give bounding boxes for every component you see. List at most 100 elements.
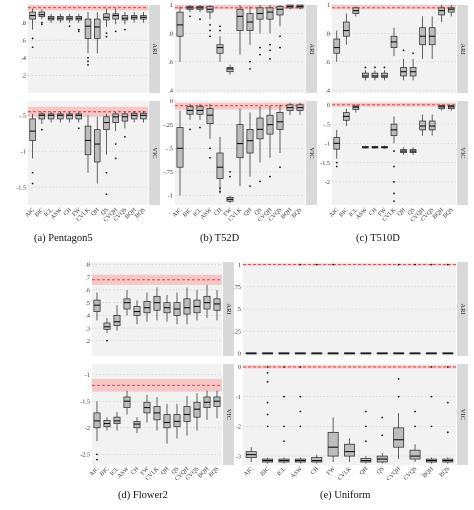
y-tick-label: -1.5 [320, 160, 330, 167]
caption-t52d: (b) T52D [200, 233, 239, 244]
box-body [57, 114, 63, 119]
box-body [134, 306, 140, 315]
facet-strip-label: VIC [459, 147, 466, 158]
x-tick-label: ASW [117, 466, 131, 480]
outlier-point [414, 425, 416, 427]
outlier-point [259, 180, 261, 182]
y-tick-label: -2 [325, 179, 330, 186]
y-tick-label: -1.5 [80, 398, 90, 405]
facet-strip-label: VIC [308, 147, 315, 158]
box-body [39, 114, 45, 119]
chart-t510d: .4.6.81ARI-2-1.5-1-.50VICAICBICICLASW CHF… [320, 2, 468, 223]
outlier-point [447, 264, 449, 266]
box-body [141, 113, 147, 119]
outlier-point [69, 25, 71, 27]
box-body [113, 14, 119, 19]
outlier-point [124, 136, 126, 138]
box-cvlk [344, 353, 354, 354]
x-tick-label: QH [397, 207, 408, 218]
x-tick-label: BQS [291, 207, 303, 219]
outlier-point [269, 50, 271, 52]
outlier-point [41, 23, 43, 25]
x-tick-label: BIC [99, 466, 110, 477]
outlier-point [41, 22, 43, 24]
outlier-point [283, 440, 285, 442]
box-aic [246, 353, 256, 354]
facet-strip-label: ARI [308, 43, 315, 54]
facet-strip-label: ARI [225, 303, 232, 314]
outlier-point [393, 200, 395, 202]
x-tick-label: BQS [442, 207, 454, 219]
facet-vic: -2.5-2-1.5-1VIC [80, 364, 234, 465]
y-tick-label: .25 [233, 328, 241, 335]
y-tick-label: -.5 [323, 121, 330, 128]
outlier-point [209, 35, 211, 37]
outlier-point [384, 67, 386, 69]
outlier-point [447, 402, 449, 404]
outlier-point [267, 414, 269, 416]
box-body [154, 296, 160, 310]
y-tick-label: .4 [21, 55, 26, 62]
box-body [164, 415, 170, 428]
facet-vic: -1.5-1-.5VIC [16, 101, 160, 205]
box-body [277, 6, 283, 15]
y-tick-label: -.5 [166, 145, 173, 152]
box-body [94, 300, 100, 311]
outlier-point [96, 453, 98, 455]
box-body [410, 450, 420, 459]
y-tick-label: 1 [327, 2, 330, 9]
box-body [214, 299, 220, 310]
outlier-point [32, 46, 34, 48]
outlier-point [414, 411, 416, 413]
facet-ari: .2.4.6.8ARI [21, 5, 160, 93]
outlier-point [299, 425, 301, 427]
outlier-point [259, 54, 261, 56]
outlier-point [267, 381, 269, 383]
outlier-point [249, 61, 251, 63]
x-tick-label: ASW [50, 207, 64, 221]
box-body [104, 323, 110, 329]
outlier-point [365, 411, 367, 413]
y-tick-label: .5 [236, 306, 241, 313]
box-body [227, 67, 233, 71]
outlier-point [106, 172, 108, 174]
y-tick-label: .7 [85, 274, 90, 281]
facet-ari: 0.25.5.751ARI [233, 262, 468, 358]
x-tick-label: FW [326, 466, 337, 477]
outlier-point [283, 396, 285, 398]
outlier-point [189, 128, 191, 130]
box-body [343, 22, 349, 36]
y-tick-label: -1 [236, 394, 241, 401]
outlier-point [299, 411, 301, 413]
x-tick-label: CVLK [337, 466, 353, 482]
y-tick-label: .4 [168, 87, 173, 94]
x-tick-label: CH [213, 207, 224, 218]
box-body [334, 39, 340, 53]
outlier-point [219, 191, 221, 193]
y-tick-label: .6 [85, 287, 90, 294]
outlier-point [393, 150, 395, 152]
outlier-point [209, 157, 211, 159]
y-tick-label: .4 [85, 313, 90, 320]
box-body [174, 415, 180, 427]
chart-pentagon5: .2.4.6.8ARI-1.5-1-.5VICAICBICICLASW CHFWC… [16, 5, 160, 223]
box-asw [362, 146, 368, 149]
x-tick-label: CH [310, 466, 321, 477]
outlier-point [365, 425, 367, 427]
outlier-point [267, 366, 269, 368]
y-tick-label: .6 [325, 59, 330, 66]
box-body [257, 118, 263, 139]
outlier-point [87, 60, 89, 62]
outlier-point [106, 193, 108, 195]
box-body [94, 19, 100, 38]
y-tick-label: .6 [21, 37, 26, 44]
box-body [420, 121, 426, 130]
x-tick-label: QH [160, 466, 171, 477]
box-body [104, 117, 110, 130]
box-body [448, 8, 454, 12]
outlier-point [316, 264, 318, 266]
outlier-point [106, 32, 108, 34]
outlier-point [219, 30, 221, 32]
facet-strip-label: VIC [225, 409, 232, 420]
reference-band [175, 103, 305, 110]
